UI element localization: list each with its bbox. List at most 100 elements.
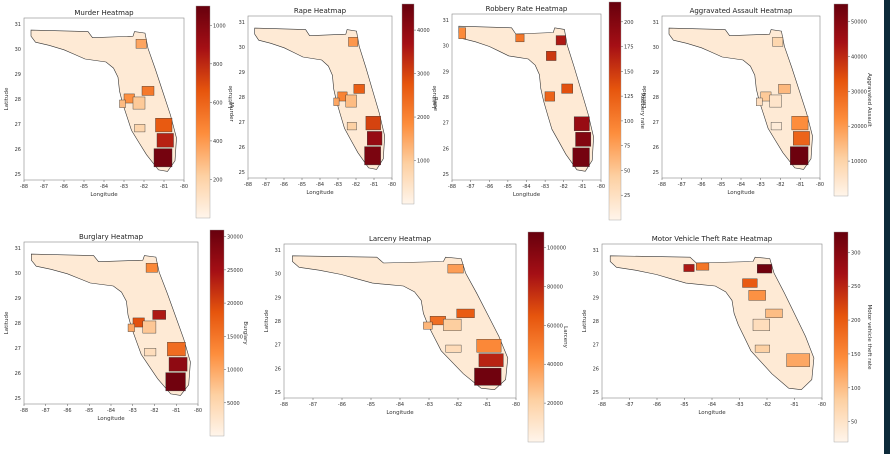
y-axis-label: Latitude <box>582 309 588 332</box>
y-axis-label: Latitude <box>4 311 10 334</box>
x-tick-label: -85 <box>80 184 88 190</box>
y-axis-label: Latitude <box>4 87 10 110</box>
county-cell <box>790 146 809 166</box>
x-tick-label: -80 <box>194 408 202 414</box>
county-cell <box>458 27 466 39</box>
x-tick-label: -88 <box>280 402 288 408</box>
x-tick-label: -83 <box>541 184 549 190</box>
x-tick-label: -82 <box>776 182 784 188</box>
heatmap-svg: Murder Heatmap -88 -87 -86 -85 -84 -83 -82 -81 -8… <box>4 5 234 219</box>
y-tick-label: 28 <box>593 319 599 325</box>
florida-outline <box>30 29 177 172</box>
colorbar-tick-label: 175 <box>624 45 634 51</box>
county-cell <box>769 94 782 108</box>
county-cell <box>132 96 146 110</box>
county-cell <box>156 133 174 148</box>
x-tick-label: -81 <box>160 184 168 190</box>
robbery-rate-heatmap-panel: Robbery Rate Heatmap -88 -87 -86 -85 -84 -83 -8… <box>430 1 647 222</box>
colorbar-tick-label: 25 <box>624 193 630 199</box>
x-tick-label: -87 <box>678 182 686 188</box>
y-tick-label: 29 <box>239 70 245 76</box>
colorbar-tick-label: 20000 <box>547 401 563 407</box>
florida-outline <box>609 255 815 391</box>
x-tick-label: -86 <box>485 184 493 190</box>
x-tick-label: -80 <box>816 182 824 188</box>
county-cell <box>353 84 365 94</box>
x-tick-label: -86 <box>60 184 68 190</box>
x-tick-label: -87 <box>309 402 317 408</box>
county-cell <box>515 33 525 43</box>
x-tick-label: -83 <box>129 408 137 414</box>
burglary-heatmap-panel: Burglary Heatmap -88 -87 -86 -85 -84 -83 -82 -81… <box>2 229 250 438</box>
x-tick-label: -80 <box>512 402 520 408</box>
florida-outline <box>292 255 509 391</box>
county-cell <box>145 263 158 273</box>
county-cell <box>476 339 502 353</box>
county-cell <box>345 94 357 108</box>
colorbar-tick-label: 200 <box>624 20 634 26</box>
y-axis-label: Latitude <box>432 85 438 108</box>
aggravated-assault-heatmap-panel: Aggravated Assault Heatmap -88 -87 -86 -85 -8… <box>640 3 874 202</box>
colorbar-tick-label: 150 <box>851 352 861 358</box>
colorbar-tick-label: 100000 <box>547 246 566 252</box>
colorbar-tick-label: 20000 <box>851 124 867 130</box>
colorbar-tick-label: 800 <box>213 62 223 68</box>
x-tick-label: -81 <box>796 182 804 188</box>
colorbar-tick-label: 80000 <box>547 284 563 290</box>
x-tick-label: -86 <box>280 182 288 188</box>
y-tick-label: 30 <box>443 44 449 50</box>
y-tick-label: 30 <box>653 45 659 51</box>
y-tick-label: 25 <box>239 170 245 176</box>
heatmap-svg: Robbery Rate Heatmap -88 -87 -86 -85 -84 -83 -8… <box>432 1 645 221</box>
x-tick-label: -82 <box>560 184 568 190</box>
y-tick-label: 29 <box>275 295 281 301</box>
heatmap-svg: Burglary Heatmap -88 -87 -86 -85 -84 -83 -82 -81… <box>4 229 248 437</box>
colorbar-tick-label: 125 <box>624 94 634 100</box>
y-tick-label: 26 <box>15 147 21 153</box>
county-cell <box>445 344 462 353</box>
y-tick-label: 26 <box>239 145 245 151</box>
county-cell <box>544 91 555 102</box>
y-tick-label: 31 <box>15 22 21 28</box>
colorbar-tick-label: 3000 <box>417 72 430 78</box>
x-tick-label: -82 <box>763 402 771 408</box>
rape-heatmap-panel: Rape Heatmap -88 -87 -86 -85 -84 -83 -82 -81 -80 2… <box>226 3 440 206</box>
county-cell <box>367 131 383 146</box>
x-axis-label: Longitude <box>698 410 726 416</box>
y-tick-label: 26 <box>275 366 281 372</box>
x-tick-label: -88 <box>244 182 252 188</box>
county-cell <box>573 116 590 131</box>
colorbar-tick-label: 40000 <box>851 54 867 60</box>
colorbar <box>195 5 211 219</box>
y-tick-label: 26 <box>15 371 21 377</box>
y-tick-label: 29 <box>443 69 449 75</box>
colorbar-label: Motor vehicle theft rate <box>866 305 872 371</box>
county-cell <box>333 97 340 106</box>
colorbar-tick-label: 50000 <box>851 19 867 25</box>
colorbar-tick-label: 100 <box>624 119 634 125</box>
chart-title: Aggravated Assault Heatmap <box>690 7 793 15</box>
y-tick-label: 28 <box>239 95 245 101</box>
chart-title: Burglary Heatmap <box>79 233 144 241</box>
x-axis-label: Longitude <box>90 192 118 198</box>
x-tick-label: -86 <box>653 402 661 408</box>
y-tick-label: 29 <box>15 72 21 78</box>
y-axis-label: Latitude <box>264 309 270 332</box>
x-tick-label: -83 <box>425 402 433 408</box>
x-tick-label: -84 <box>107 408 115 414</box>
y-tick-label: 28 <box>443 95 449 101</box>
county-cell <box>778 84 791 94</box>
x-tick-label: -87 <box>625 402 633 408</box>
x-tick-label: -82 <box>352 182 360 188</box>
county-cell <box>575 132 592 147</box>
colorbar-label: Burglary <box>242 321 248 345</box>
heatmap-svg: Motor Vehicle Theft Rate Heatmap -88 -87 -8… <box>582 231 872 443</box>
county-cell <box>152 310 166 320</box>
x-tick-label: -84 <box>396 402 404 408</box>
x-tick-label: -87 <box>262 182 270 188</box>
x-tick-label: -86 <box>63 408 71 414</box>
x-tick-label: -88 <box>658 182 666 188</box>
y-tick-label: 30 <box>15 47 21 53</box>
x-tick-label: -80 <box>597 184 605 190</box>
county-cell <box>447 264 464 274</box>
